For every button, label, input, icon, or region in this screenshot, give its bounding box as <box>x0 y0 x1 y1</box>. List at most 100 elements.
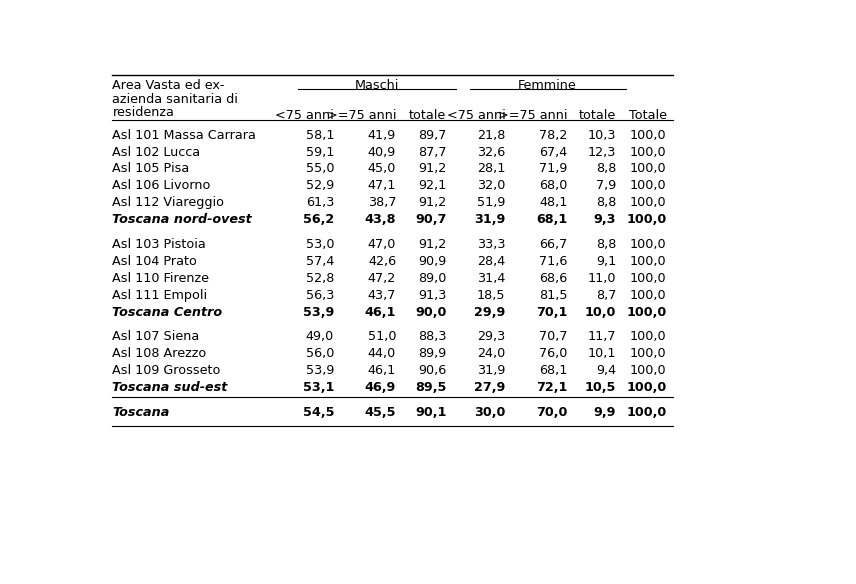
Text: 47,1: 47,1 <box>368 179 396 192</box>
Text: 71,9: 71,9 <box>539 162 568 175</box>
Text: 100,0: 100,0 <box>630 364 667 377</box>
Text: 10,3: 10,3 <box>588 128 616 141</box>
Text: 51,9: 51,9 <box>477 196 505 209</box>
Text: 40,9: 40,9 <box>368 145 396 158</box>
Text: 66,7: 66,7 <box>539 238 568 251</box>
Text: 49,0: 49,0 <box>306 331 334 343</box>
Text: 48,1: 48,1 <box>539 196 568 209</box>
Text: 91,2: 91,2 <box>419 196 447 209</box>
Text: 100,0: 100,0 <box>630 331 667 343</box>
Text: <75 anni: <75 anni <box>276 109 334 121</box>
Text: 45,0: 45,0 <box>368 162 396 175</box>
Text: 11,0: 11,0 <box>588 272 616 285</box>
Text: Asl 104 Prato: Asl 104 Prato <box>112 255 197 268</box>
Text: Asl 108 Arezzo: Asl 108 Arezzo <box>112 347 206 360</box>
Text: Toscana Centro: Toscana Centro <box>112 305 223 319</box>
Text: Asl 112 Viareggio: Asl 112 Viareggio <box>112 196 224 209</box>
Text: 89,0: 89,0 <box>418 272 447 285</box>
Text: 78,2: 78,2 <box>539 128 568 141</box>
Text: 32,6: 32,6 <box>477 145 505 158</box>
Text: Asl 101 Massa Carrara: Asl 101 Massa Carrara <box>112 128 256 141</box>
Text: 31,9: 31,9 <box>474 213 505 227</box>
Text: 89,5: 89,5 <box>415 381 447 394</box>
Text: 41,9: 41,9 <box>368 128 396 141</box>
Text: 31,9: 31,9 <box>477 364 505 377</box>
Text: 9,1: 9,1 <box>596 255 616 268</box>
Text: 43,7: 43,7 <box>368 288 396 302</box>
Text: 56,3: 56,3 <box>306 288 334 302</box>
Text: Area Vasta ed ex-: Area Vasta ed ex- <box>112 79 225 92</box>
Text: 18,5: 18,5 <box>477 288 505 302</box>
Text: 46,1: 46,1 <box>365 305 396 319</box>
Text: 24,0: 24,0 <box>477 347 505 360</box>
Text: 90,0: 90,0 <box>415 305 447 319</box>
Text: 10,0: 10,0 <box>585 305 616 319</box>
Text: 45,5: 45,5 <box>365 406 396 419</box>
Text: 29,9: 29,9 <box>474 305 505 319</box>
Text: 53,1: 53,1 <box>303 381 334 394</box>
Text: 100,0: 100,0 <box>630 145 667 158</box>
Text: Asl 103 Pistoia: Asl 103 Pistoia <box>112 238 206 251</box>
Text: 100,0: 100,0 <box>630 347 667 360</box>
Text: 54,5: 54,5 <box>302 406 334 419</box>
Text: 91,2: 91,2 <box>419 162 447 175</box>
Text: 70,1: 70,1 <box>536 305 568 319</box>
Text: Maschi: Maschi <box>354 79 399 92</box>
Text: 100,0: 100,0 <box>630 179 667 192</box>
Text: totale: totale <box>409 109 447 121</box>
Text: 8,7: 8,7 <box>596 288 616 302</box>
Text: 52,8: 52,8 <box>306 272 334 285</box>
Text: 100,0: 100,0 <box>630 288 667 302</box>
Text: 53,0: 53,0 <box>306 238 334 251</box>
Text: totale: totale <box>579 109 616 121</box>
Text: 57,4: 57,4 <box>306 255 334 268</box>
Text: azienda sanitaria di: azienda sanitaria di <box>112 93 238 106</box>
Text: 30,0: 30,0 <box>474 406 505 419</box>
Text: 100,0: 100,0 <box>630 272 667 285</box>
Text: 33,3: 33,3 <box>477 238 505 251</box>
Text: 100,0: 100,0 <box>630 128 667 141</box>
Text: 100,0: 100,0 <box>627 213 667 227</box>
Text: 68,1: 68,1 <box>536 213 568 227</box>
Text: 38,7: 38,7 <box>367 196 396 209</box>
Text: Femmine: Femmine <box>518 79 577 92</box>
Text: 76,0: 76,0 <box>539 347 568 360</box>
Text: 67,4: 67,4 <box>539 145 568 158</box>
Text: Toscana nord-ovest: Toscana nord-ovest <box>112 213 253 227</box>
Text: 10,5: 10,5 <box>585 381 616 394</box>
Text: 89,7: 89,7 <box>418 128 447 141</box>
Text: 42,6: 42,6 <box>368 255 396 268</box>
Text: 100,0: 100,0 <box>627 381 667 394</box>
Text: 68,6: 68,6 <box>539 272 568 285</box>
Text: 90,1: 90,1 <box>415 406 447 419</box>
Text: 53,9: 53,9 <box>306 364 334 377</box>
Text: 88,3: 88,3 <box>418 331 447 343</box>
Text: 9,4: 9,4 <box>596 364 616 377</box>
Text: Asl 105 Pisa: Asl 105 Pisa <box>112 162 190 175</box>
Text: 68,0: 68,0 <box>539 179 568 192</box>
Text: 90,6: 90,6 <box>419 364 447 377</box>
Text: 7,9: 7,9 <box>596 179 616 192</box>
Text: 56,0: 56,0 <box>306 347 334 360</box>
Text: 100,0: 100,0 <box>630 238 667 251</box>
Text: >=75 anni: >=75 anni <box>327 109 396 121</box>
Text: 56,2: 56,2 <box>303 213 334 227</box>
Text: 27,9: 27,9 <box>474 381 505 394</box>
Text: 10,1: 10,1 <box>588 347 616 360</box>
Text: 47,0: 47,0 <box>368 238 396 251</box>
Text: 9,3: 9,3 <box>594 213 616 227</box>
Text: 61,3: 61,3 <box>306 196 334 209</box>
Text: 70,0: 70,0 <box>536 406 568 419</box>
Text: Asl 109 Grosseto: Asl 109 Grosseto <box>112 364 221 377</box>
Text: Toscana: Toscana <box>112 406 169 419</box>
Text: 90,9: 90,9 <box>419 255 447 268</box>
Text: 70,7: 70,7 <box>538 331 568 343</box>
Text: 100,0: 100,0 <box>630 196 667 209</box>
Text: 47,2: 47,2 <box>368 272 396 285</box>
Text: 8,8: 8,8 <box>596 196 616 209</box>
Text: 46,9: 46,9 <box>365 381 396 394</box>
Text: 81,5: 81,5 <box>538 288 568 302</box>
Text: 51,0: 51,0 <box>367 331 396 343</box>
Text: 12,3: 12,3 <box>588 145 616 158</box>
Text: 11,7: 11,7 <box>588 331 616 343</box>
